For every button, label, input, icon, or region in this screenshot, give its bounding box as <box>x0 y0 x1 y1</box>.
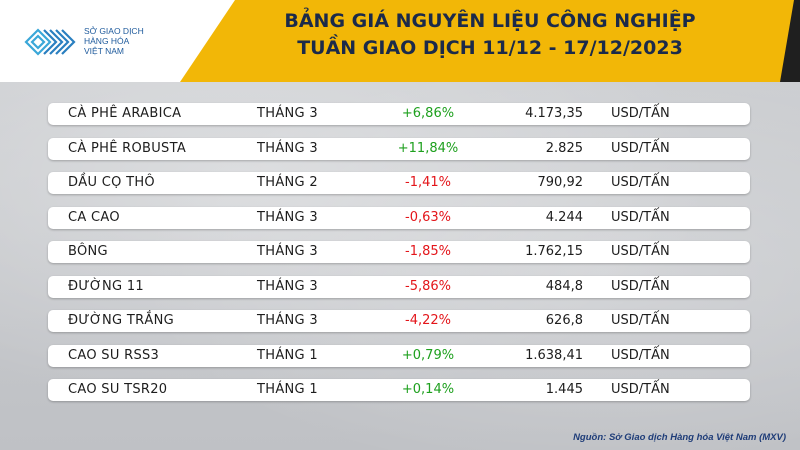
price-value: 2.825 <box>545 140 583 156</box>
commodity-name: CAO SU RSS3 <box>68 347 160 363</box>
percent-change: +0,79% <box>401 347 455 363</box>
percent-change: +0,14% <box>401 382 455 397</box>
percent-change: +6,86% <box>401 106 455 121</box>
table-row: ĐƯỜNG 11 THÁNG 3 -5,86% 484,8 USD/TẤN <box>48 275 750 298</box>
commodity-name: CÀ PHÊ ROBUSTA <box>68 140 187 156</box>
percent-change: -0,63% <box>405 209 451 225</box>
contract-month: THÁNG 3 <box>257 140 318 156</box>
logo: SỞ GIAO DỊCH HÀNG HÓA VIỆT NAM <box>22 22 172 62</box>
contract-month: THÁNG 2 <box>257 175 318 190</box>
logo-line-1: SỞ GIAO DỊCH <box>84 26 144 36</box>
contract-month: THÁNG 1 <box>257 347 318 363</box>
contract-month: THÁNG 1 <box>257 382 318 397</box>
price-unit: USD/TẤN <box>611 175 670 190</box>
percent-change: -4,22% <box>405 313 451 328</box>
contract-month: THÁNG 3 <box>257 313 318 328</box>
table-row: CAO SU TSR20 THÁNG 1 +0,14% 1.445 USD/TẤ… <box>48 379 750 401</box>
commodity-name: CÀ PHÊ ARABICA <box>68 106 182 121</box>
mxv-chevron-logo-icon <box>24 28 76 56</box>
table-row: CÀ PHÊ ARABICA THÁNG 3 +6,86% 4.173,35 U… <box>48 103 750 125</box>
price-unit: USD/TẤN <box>611 244 670 259</box>
price-unit: USD/TẤN <box>611 313 670 328</box>
source-note: Nguồn: Sở Giao dịch Hàng hóa Việt Nam (M… <box>573 432 786 443</box>
table-row: CÀ PHÊ ROBUSTA THÁNG 3 +11,84% 2.825 USD… <box>48 137 750 160</box>
price-value: 484,8 <box>545 278 583 294</box>
table-row: DẦU CỌ THÔ THÁNG 2 -1,41% 790,92 USD/TẤN <box>48 172 750 194</box>
price-unit: USD/TẤN <box>611 278 670 294</box>
price-unit: USD/TẤN <box>611 106 670 121</box>
contract-month: THÁNG 3 <box>257 244 318 259</box>
commodity-name: CA CAO <box>68 209 120 225</box>
commodity-name: ĐƯỜNG TRẮNG <box>68 313 174 328</box>
logo-text: SỞ GIAO DỊCH HÀNG HÓA VIỆT NAM <box>84 26 144 56</box>
commodity-name: BÔNG <box>68 244 108 259</box>
price-table: CÀ PHÊ ARABICA THÁNG 3 +6,86% 4.173,35 U… <box>48 103 750 414</box>
table-row: CA CAO THÁNG 3 -0,63% 4.244 USD/TẤN <box>48 206 750 229</box>
price-unit: USD/TẤN <box>611 140 670 156</box>
commodity-name: ĐƯỜNG 11 <box>68 278 144 294</box>
commodity-name: CAO SU TSR20 <box>68 382 168 397</box>
percent-change: -1,41% <box>405 175 451 190</box>
price-value: 1.638,41 <box>525 347 583 363</box>
title-line-2: TUẦN GIAO DỊCH 11/12 - 17/12/2023 <box>297 37 683 59</box>
contract-month: THÁNG 3 <box>257 278 318 294</box>
price-value: 790,92 <box>537 175 584 190</box>
price-unit: USD/TẤN <box>611 209 670 225</box>
price-value: 4.173,35 <box>525 106 583 121</box>
table-row: CAO SU RSS3 THÁNG 1 +0,79% 1.638,41 USD/… <box>48 344 750 367</box>
percent-change: -1,85% <box>405 244 451 259</box>
logo-line-3: VIỆT NAM <box>84 46 124 56</box>
price-value: 626,8 <box>545 313 583 328</box>
contract-month: THÁNG 3 <box>257 106 318 121</box>
contract-month: THÁNG 3 <box>257 209 318 225</box>
title-line-1: BẢNG GIÁ NGUYÊN LIỆU CÔNG NGHIỆP <box>284 10 696 32</box>
table-row: ĐƯỜNG TRẮNG THÁNG 3 -4,22% 626,8 USD/TẤN <box>48 310 750 332</box>
table-row: BÔNG THÁNG 3 -1,85% 1.762,15 USD/TẤN <box>48 241 750 263</box>
header-banner <box>180 0 800 82</box>
percent-change: -5,86% <box>405 278 451 294</box>
price-value: 4.244 <box>545 209 583 225</box>
logo-line-2: HÀNG HÓA <box>84 36 130 46</box>
percent-change: +11,84% <box>397 140 459 156</box>
page-title: BẢNG GIÁ NGUYÊN LIỆU CÔNG NGHIỆP TUẦN GI… <box>190 8 790 62</box>
price-unit: USD/TẤN <box>611 382 670 397</box>
price-value: 1.445 <box>545 382 583 397</box>
commodity-name: DẦU CỌ THÔ <box>68 175 155 190</box>
price-value: 1.762,15 <box>525 244 583 259</box>
price-unit: USD/TẤN <box>611 347 670 363</box>
